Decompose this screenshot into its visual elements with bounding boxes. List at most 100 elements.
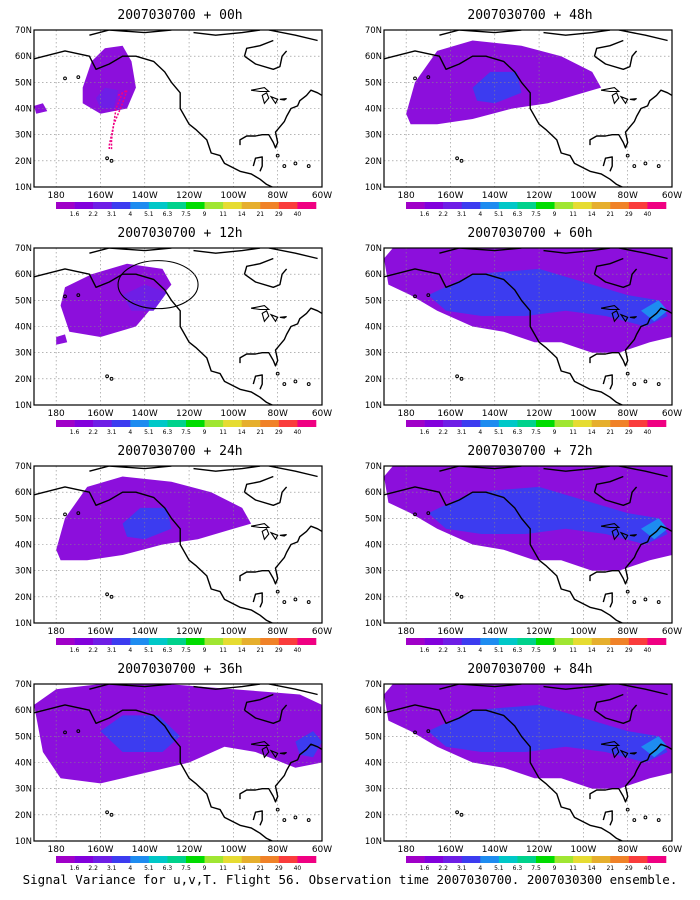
island xyxy=(76,511,81,515)
colorbar-label: 40 xyxy=(644,429,652,436)
coastline xyxy=(252,810,263,826)
map-frame xyxy=(383,683,673,842)
colorbar-swatch xyxy=(241,638,261,645)
variance-region xyxy=(122,507,172,540)
coastline xyxy=(244,50,288,70)
coastline xyxy=(439,30,522,36)
colorbar-swatch xyxy=(591,856,611,863)
lon-label: 60W xyxy=(312,409,332,419)
colorbar-swatch xyxy=(628,856,648,863)
colorbar-swatch xyxy=(424,202,444,209)
colorbar-swatch xyxy=(628,202,648,209)
map-panel-12h: 2007030700 + 12h 70N 60N 50N 40N 30N 20N 10N 18… xyxy=(10,218,350,436)
coastline xyxy=(34,704,274,841)
lat-label: 70N xyxy=(365,244,382,254)
island xyxy=(656,382,661,386)
colorbar-label: 3.1 xyxy=(457,647,467,654)
island xyxy=(455,592,460,597)
lat-label: 10N xyxy=(15,183,32,193)
lat-label: 20N xyxy=(365,593,382,603)
map-frame xyxy=(33,683,323,842)
colorbar-swatch xyxy=(148,638,168,645)
colorbar-label: 14 xyxy=(238,211,246,218)
colorbar-swatch xyxy=(498,420,518,427)
coastline xyxy=(252,592,263,608)
colorbar-swatch xyxy=(93,856,113,863)
colorbar-swatch xyxy=(148,202,168,209)
island xyxy=(63,76,67,81)
lat-label: 70N xyxy=(365,462,382,472)
island xyxy=(76,729,81,733)
colorbar-label: 4 xyxy=(128,211,132,218)
lat-label: 10N xyxy=(365,401,382,411)
colorbar-swatch xyxy=(93,638,113,645)
island xyxy=(306,382,311,386)
colorbar-label: 2.2 xyxy=(88,429,98,436)
colorbar-label: 14 xyxy=(238,647,246,654)
colorbar-label: 40 xyxy=(294,865,302,872)
colorbar-swatch xyxy=(628,638,648,645)
lat-label: 70N xyxy=(15,244,32,254)
lat-label: 60N xyxy=(365,706,382,716)
coastline xyxy=(602,592,613,608)
colorbar-swatch xyxy=(278,638,298,645)
colorbar-swatch xyxy=(610,856,630,863)
figure-caption: Signal Variance for u,v,T. Flight 56. Ob… xyxy=(22,872,678,887)
island xyxy=(426,75,431,79)
lon-label: 120W xyxy=(176,191,202,201)
lake-outline xyxy=(250,87,271,93)
lon-label: 100W xyxy=(570,627,596,637)
colorbar-label: 9 xyxy=(203,865,207,872)
lake-outline xyxy=(619,749,629,759)
lat-label: 40N xyxy=(15,759,32,769)
island xyxy=(275,807,280,812)
lake-outline xyxy=(600,87,621,93)
colorbar-swatch xyxy=(204,856,224,863)
colorbar-swatch xyxy=(498,202,518,209)
lon-label: 100W xyxy=(220,627,246,637)
lon-label: 140W xyxy=(482,845,508,855)
lat-label: 50N xyxy=(15,732,32,742)
island xyxy=(293,815,298,820)
shading-layer xyxy=(34,30,322,187)
colorbar-label: 1.6 xyxy=(420,429,430,436)
lat-label: 20N xyxy=(365,375,382,385)
colorbar-label: 11 xyxy=(569,211,577,218)
island xyxy=(426,729,431,733)
lake-outline xyxy=(250,305,271,311)
colorbar-swatch xyxy=(278,202,298,209)
colorbar-label: 29 xyxy=(275,429,283,436)
lon-label: 160W xyxy=(87,409,113,419)
island xyxy=(413,512,417,517)
lon-label: 60W xyxy=(312,191,332,201)
lon-label: 180 xyxy=(398,191,415,201)
shading-layer xyxy=(384,248,672,405)
coastline xyxy=(618,684,668,696)
colorbar-swatch xyxy=(647,856,667,863)
colorbar-swatch xyxy=(517,856,537,863)
gridlines xyxy=(384,30,672,187)
variance-region xyxy=(428,268,668,327)
coastline xyxy=(543,466,611,472)
map-figure: 70N 60N 50N 40N 30N 20N 10N 180 160W 140W 120W 100W… xyxy=(15,680,332,872)
shading-layer xyxy=(34,466,322,623)
colorbar-label: 9 xyxy=(553,647,557,654)
colorbar-swatch xyxy=(517,420,537,427)
colorbar-swatch xyxy=(241,202,261,209)
colorbar-swatch xyxy=(278,420,298,427)
island xyxy=(275,153,280,158)
lat-label: 30N xyxy=(365,131,382,141)
colorbar-label: 14 xyxy=(238,865,246,872)
lake-outline xyxy=(619,531,629,541)
map-frame xyxy=(383,247,673,406)
colorbar-swatch xyxy=(204,420,224,427)
colorbar-swatch xyxy=(573,638,593,645)
lon-label: 120W xyxy=(526,409,552,419)
colorbar-label: 1.6 xyxy=(70,647,80,654)
colorbar-label: 21 xyxy=(606,211,614,218)
colorbar-swatch xyxy=(167,202,187,209)
map-figure: 70N 60N 50N 40N 30N 20N 10N 180 160W 140W 120W 100W… xyxy=(365,244,682,436)
lake-outline xyxy=(261,528,270,541)
coastline xyxy=(243,257,274,275)
variance-region xyxy=(82,45,136,114)
